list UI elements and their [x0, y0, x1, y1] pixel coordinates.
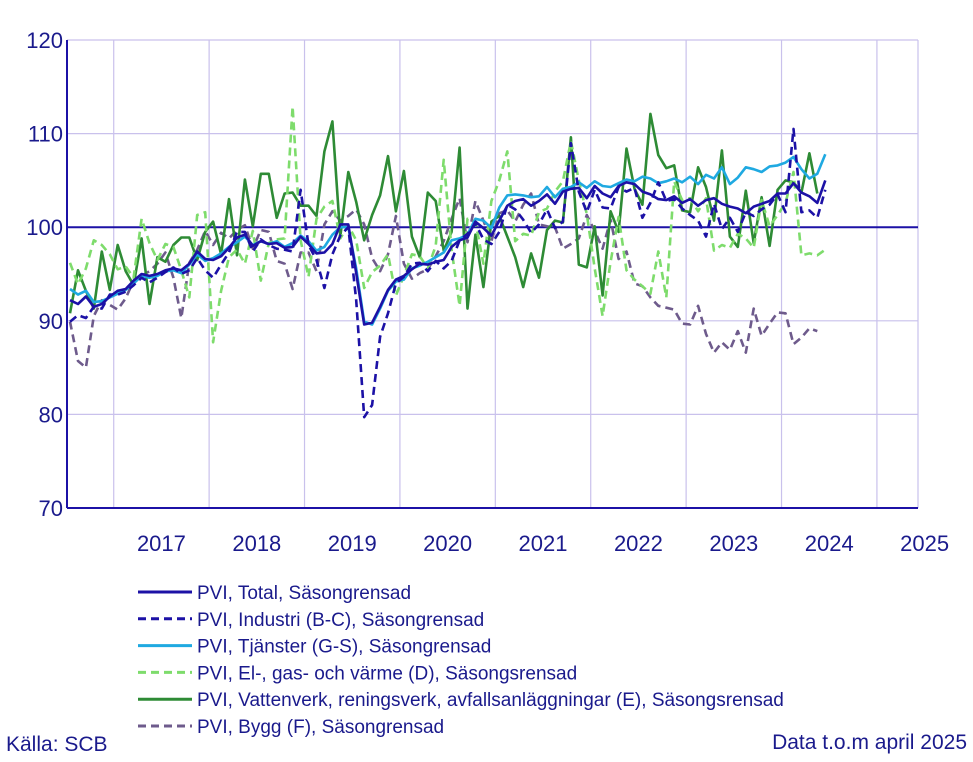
x-tick-label: 2025: [900, 531, 949, 556]
legend-label-4: PVI, Vattenverk, reningsverk, avfallsanl…: [197, 690, 784, 711]
legend-label-5: PVI, Bygg (F), Säsongrensad: [197, 717, 444, 738]
x-tick-label: 2017: [137, 531, 186, 556]
y-tick-label: 70: [39, 496, 63, 521]
y-tick-label: 120: [26, 28, 63, 53]
legend-label-2: PVI, Tjänster (G-S), Säsongrensad: [197, 637, 491, 658]
series-line-5: [68, 192, 818, 369]
x-tick-label: 2021: [519, 531, 568, 556]
series-lines: [68, 105, 827, 419]
y-tick-label: 80: [39, 402, 63, 427]
legend-label-1: PVI, Industri (B-C), Säsongrensad: [197, 610, 484, 631]
x-tick-label: 2024: [805, 531, 854, 556]
legend: PVI, Total, Säsongrensad PVI, Industri (B…: [138, 583, 784, 738]
series-line-4: [68, 112, 819, 314]
data-range-note: Data t.o.m april 2025: [772, 731, 967, 754]
y-tick-label: 100: [26, 215, 63, 240]
x-tick-label: 2020: [423, 531, 472, 556]
axes: 70 80 90 100 110 120 2017 2018 2019 2020 2021 2022 2…: [26, 28, 949, 556]
legend-label-0: PVI, Total, Säsongrensad: [197, 583, 411, 604]
legend-label-3: PVI, El-, gas- och värme (D), Säsongsren…: [197, 663, 577, 684]
gridlines: [67, 39, 919, 508]
x-tick-label: 2022: [614, 531, 663, 556]
y-tick-label: 90: [39, 309, 63, 334]
series-line-2: [69, 153, 827, 326]
x-tick-label: 2019: [328, 531, 377, 556]
x-tick-label: 2023: [709, 531, 758, 556]
x-tick-label: 2018: [232, 531, 281, 556]
series-line-0: [69, 179, 827, 326]
y-tick-label: 110: [28, 122, 63, 147]
source-note: Källa: SCB: [6, 733, 108, 756]
series-line-3: [68, 105, 827, 344]
series-line-1: [69, 127, 827, 419]
